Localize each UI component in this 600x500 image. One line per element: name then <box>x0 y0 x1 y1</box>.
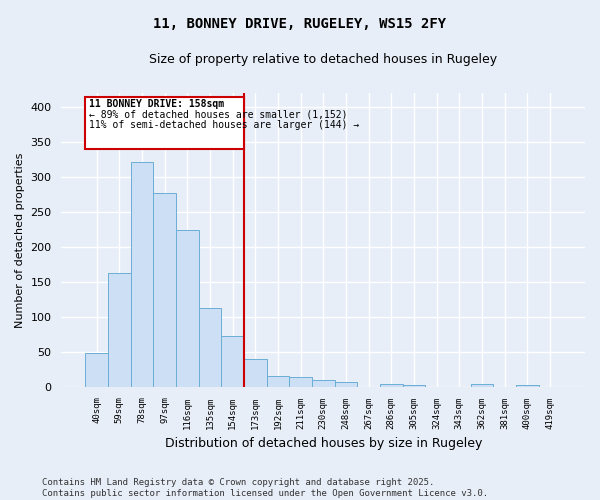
FancyBboxPatch shape <box>85 96 244 149</box>
Text: Contains HM Land Registry data © Crown copyright and database right 2025.
Contai: Contains HM Land Registry data © Crown c… <box>42 478 488 498</box>
Bar <box>221 336 244 386</box>
Text: 11% of semi-detached houses are larger (144) →: 11% of semi-detached houses are larger (… <box>89 120 359 130</box>
Bar <box>380 384 403 386</box>
Bar <box>312 380 335 386</box>
Bar <box>289 377 312 386</box>
Text: 11, BONNEY DRIVE, RUGELEY, WS15 2FY: 11, BONNEY DRIVE, RUGELEY, WS15 2FY <box>154 18 446 32</box>
Bar <box>199 308 221 386</box>
Y-axis label: Number of detached properties: Number of detached properties <box>15 152 25 328</box>
Bar <box>470 384 493 386</box>
Bar <box>403 384 425 386</box>
Bar <box>131 162 153 386</box>
Text: ← 89% of detached houses are smaller (1,152): ← 89% of detached houses are smaller (1,… <box>89 110 347 120</box>
Title: Size of property relative to detached houses in Rugeley: Size of property relative to detached ho… <box>149 52 497 66</box>
Bar <box>176 230 199 386</box>
Bar <box>153 193 176 386</box>
Bar <box>85 353 108 386</box>
Bar <box>244 360 266 386</box>
Text: 11 BONNEY DRIVE: 158sqm: 11 BONNEY DRIVE: 158sqm <box>89 100 224 110</box>
Bar <box>335 382 357 386</box>
Bar <box>266 376 289 386</box>
X-axis label: Distribution of detached houses by size in Rugeley: Distribution of detached houses by size … <box>164 437 482 450</box>
Bar <box>108 274 131 386</box>
